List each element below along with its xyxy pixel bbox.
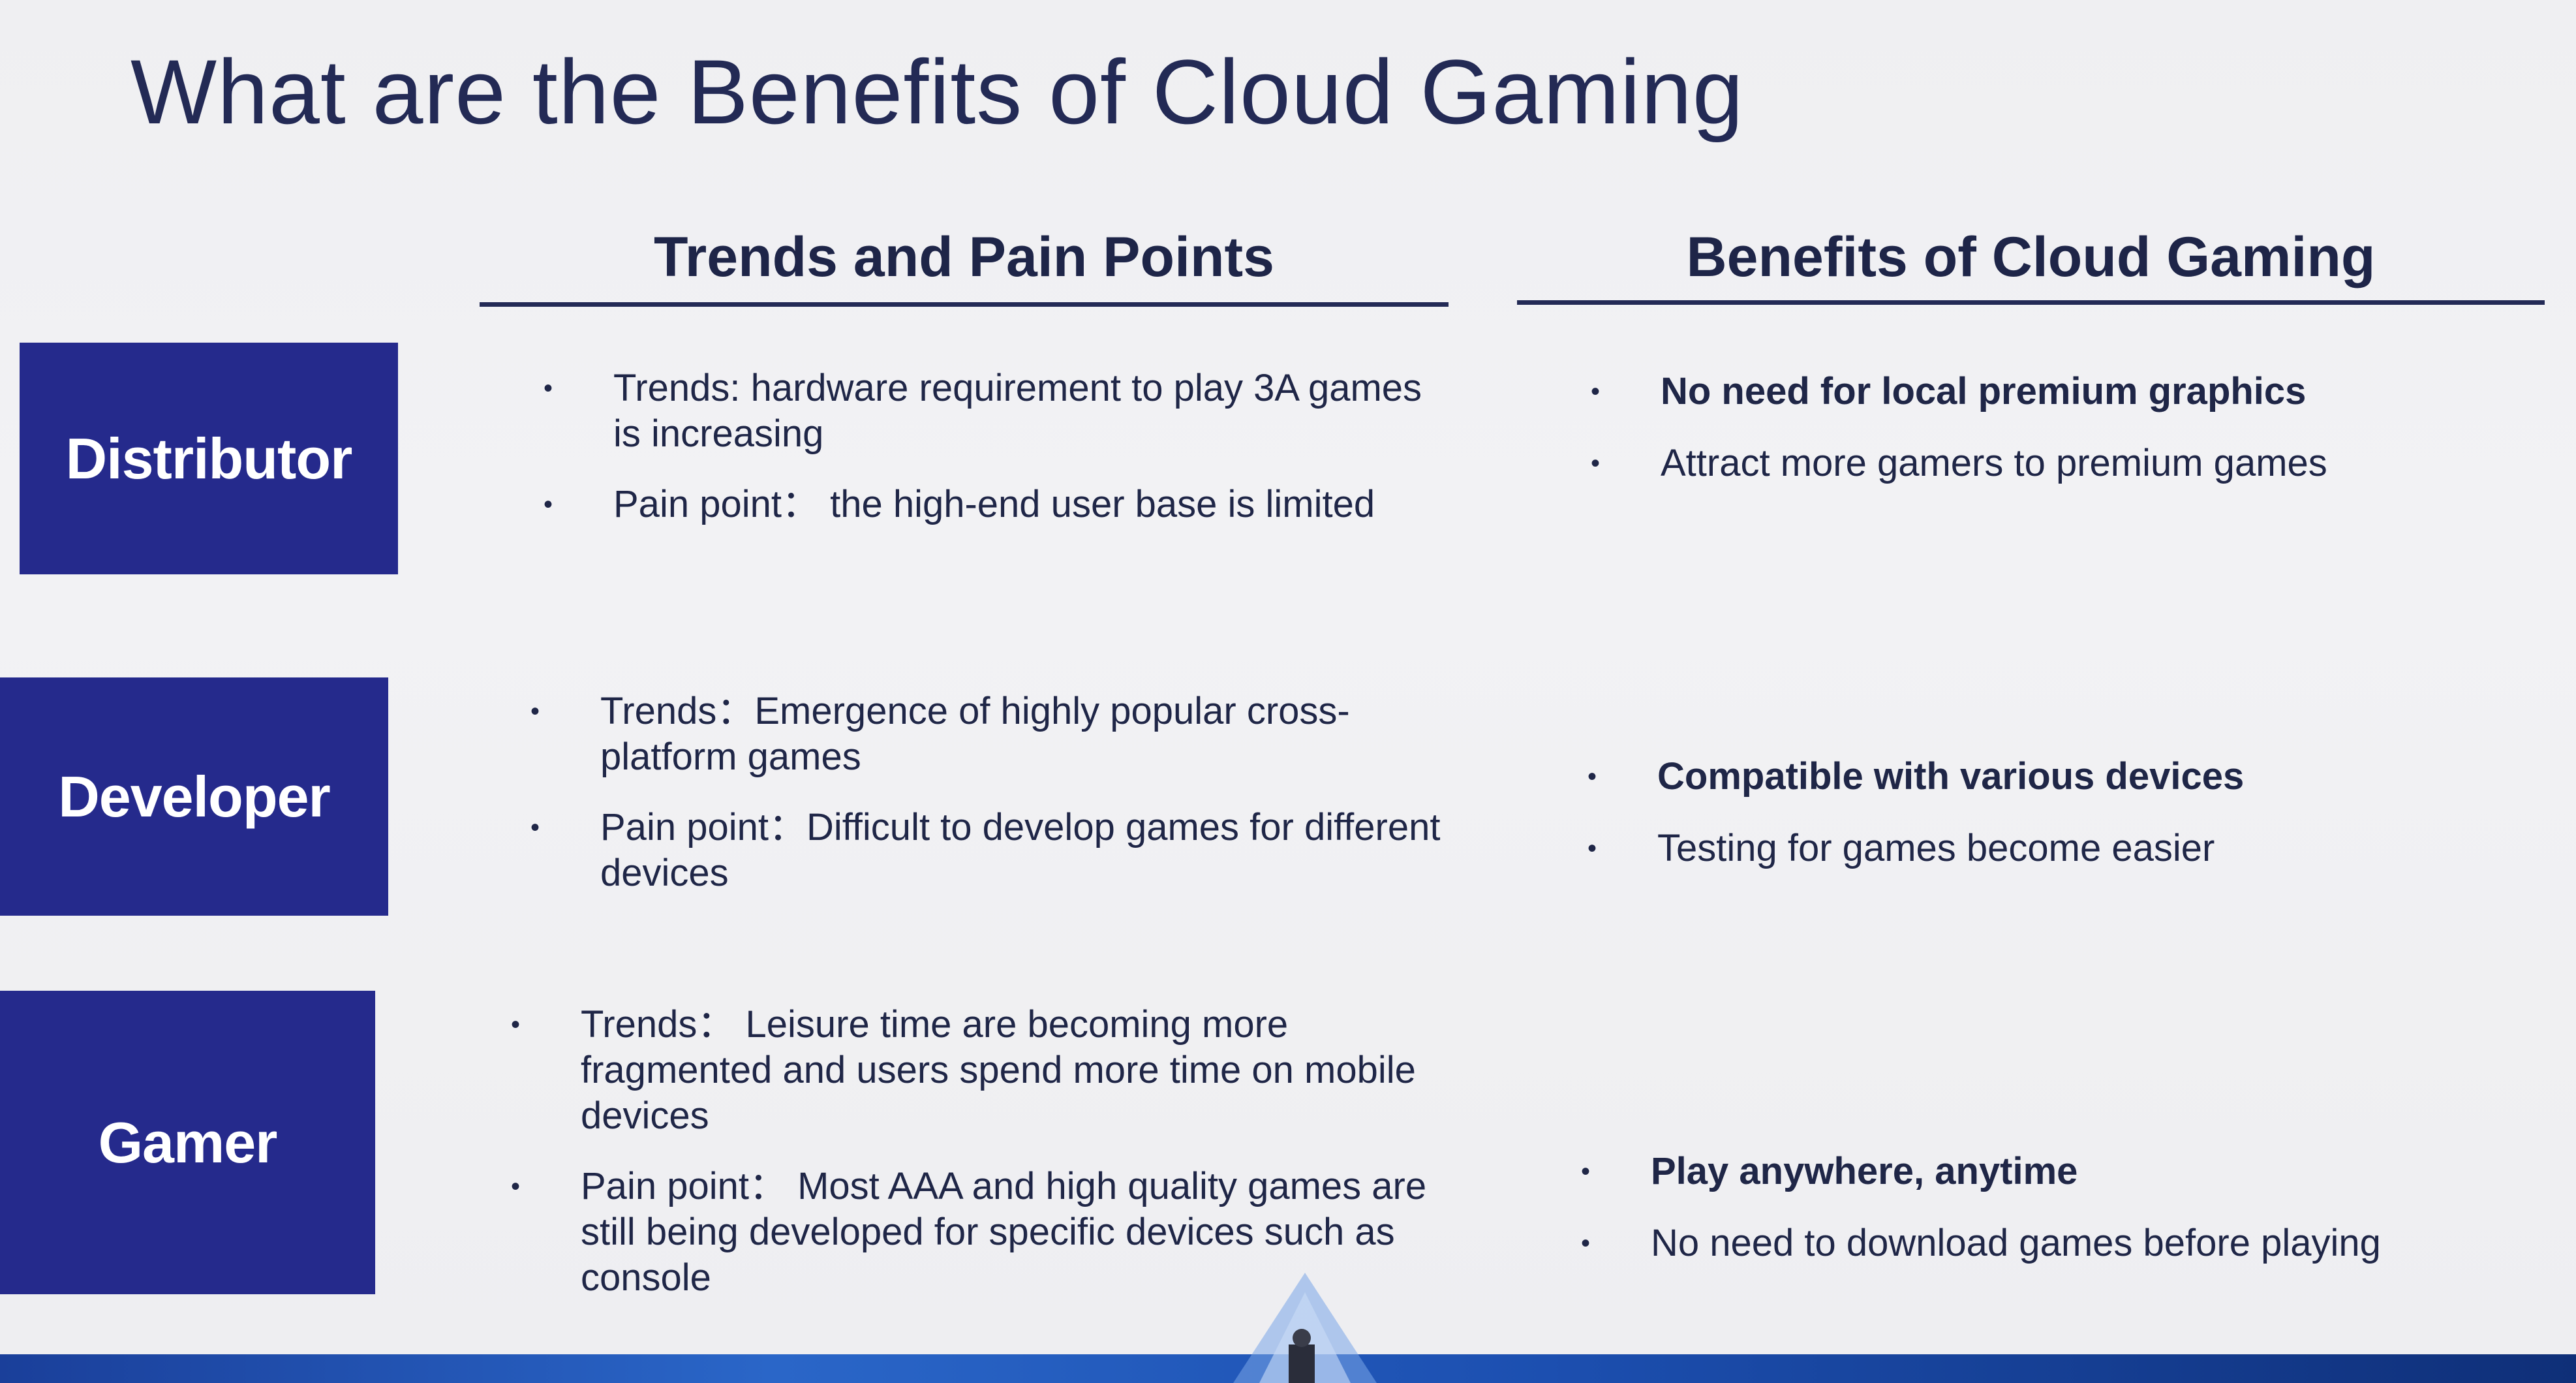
list-item: • Compatible with various devices <box>1579 754 2545 800</box>
pain-text: Pain point： the high-end user base is li… <box>613 483 1375 525</box>
benefit-text-primary: Play anywhere, anytime <box>1651 1150 2078 1192</box>
pain-text: Trends： Leisure time are becoming more f… <box>581 1003 1416 1137</box>
role-box-developer: Developer <box>0 677 388 916</box>
benefit-column-header: Benefits of Cloud Gaming <box>1686 226 2376 288</box>
bullet-icon: • <box>510 1010 520 1039</box>
bullet-icon: • <box>1587 834 1597 863</box>
list-item: • Pain point： the high-end user base is … <box>535 482 1449 527</box>
benefit-list-distributor: • No need for local premium graphics • A… <box>1582 369 2548 512</box>
benefit-text: No need to download games before playing <box>1651 1222 2381 1264</box>
bullet-icon: • <box>543 490 553 519</box>
list-item: • Attract more gamers to premium games <box>1582 441 2548 486</box>
benefit-text: Attract more gamers to premium games <box>1661 442 2327 484</box>
list-item: • Trends：Emergence of highly popular cro… <box>522 689 1449 780</box>
benefit-text-primary: No need for local premium graphics <box>1661 370 2307 412</box>
list-item: • No need to download games before playi… <box>1572 1220 2564 1266</box>
pain-text: Pain point：Difficult to develop games fo… <box>600 806 1441 894</box>
role-label: Developer <box>58 764 331 829</box>
bullet-icon: • <box>1587 762 1597 791</box>
slide-title: What are the Benefits of Cloud Gaming <box>130 40 1744 143</box>
list-item: • Trends: hardware requirement to play 3… <box>535 365 1449 457</box>
benefit-list-gamer: • Play anywhere, anytime • No need to do… <box>1572 1149 2564 1292</box>
list-item: • Pain point： Most AAA and high quality … <box>502 1164 1449 1301</box>
game-artwork-icon <box>1233 1273 1377 1383</box>
bullet-icon: • <box>1580 1157 1590 1186</box>
role-box-distributor: Distributor <box>20 343 398 574</box>
benefit-list-developer: • Compatible with various devices • Test… <box>1579 754 2545 897</box>
bullet-icon: • <box>530 813 540 842</box>
bullet-icon: • <box>1580 1229 1590 1258</box>
list-item: • Play anywhere, anytime <box>1572 1149 2564 1194</box>
list-item: • Trends： Leisure time are becoming more… <box>502 1002 1449 1139</box>
pain-list-distributor: • Trends: hardware requirement to play 3… <box>535 365 1449 552</box>
benefit-column-divider <box>1517 300 2545 305</box>
list-item: • Pain point：Difficult to develop games … <box>522 805 1449 896</box>
pain-list-gamer: • Trends： Leisure time are becoming more… <box>502 1002 1449 1326</box>
pain-column-header: Trends and Pain Points <box>654 226 1274 288</box>
pain-column-divider <box>480 302 1449 307</box>
benefit-text-primary: Compatible with various devices <box>1657 755 2245 798</box>
list-item: • No need for local premium graphics <box>1582 369 2548 414</box>
benefit-text: Testing for games become easier <box>1657 827 2215 869</box>
list-item: • Testing for games become easier <box>1579 826 2545 871</box>
bullet-icon: • <box>510 1172 520 1201</box>
role-label: Gamer <box>98 1110 278 1175</box>
pain-text: Trends: hardware requirement to play 3A … <box>613 367 1422 455</box>
pain-text: Trends：Emergence of highly popular cross… <box>600 690 1350 778</box>
pain-list-developer: • Trends：Emergence of highly popular cro… <box>522 689 1449 921</box>
bullet-icon: • <box>543 374 553 403</box>
bullet-icon: • <box>1590 449 1600 478</box>
bullet-icon: • <box>530 697 540 726</box>
role-label: Distributor <box>65 426 353 491</box>
role-box-gamer: Gamer <box>0 991 375 1294</box>
pain-text: Pain point： Most AAA and high quality ga… <box>581 1165 1427 1299</box>
bullet-icon: • <box>1590 377 1600 406</box>
